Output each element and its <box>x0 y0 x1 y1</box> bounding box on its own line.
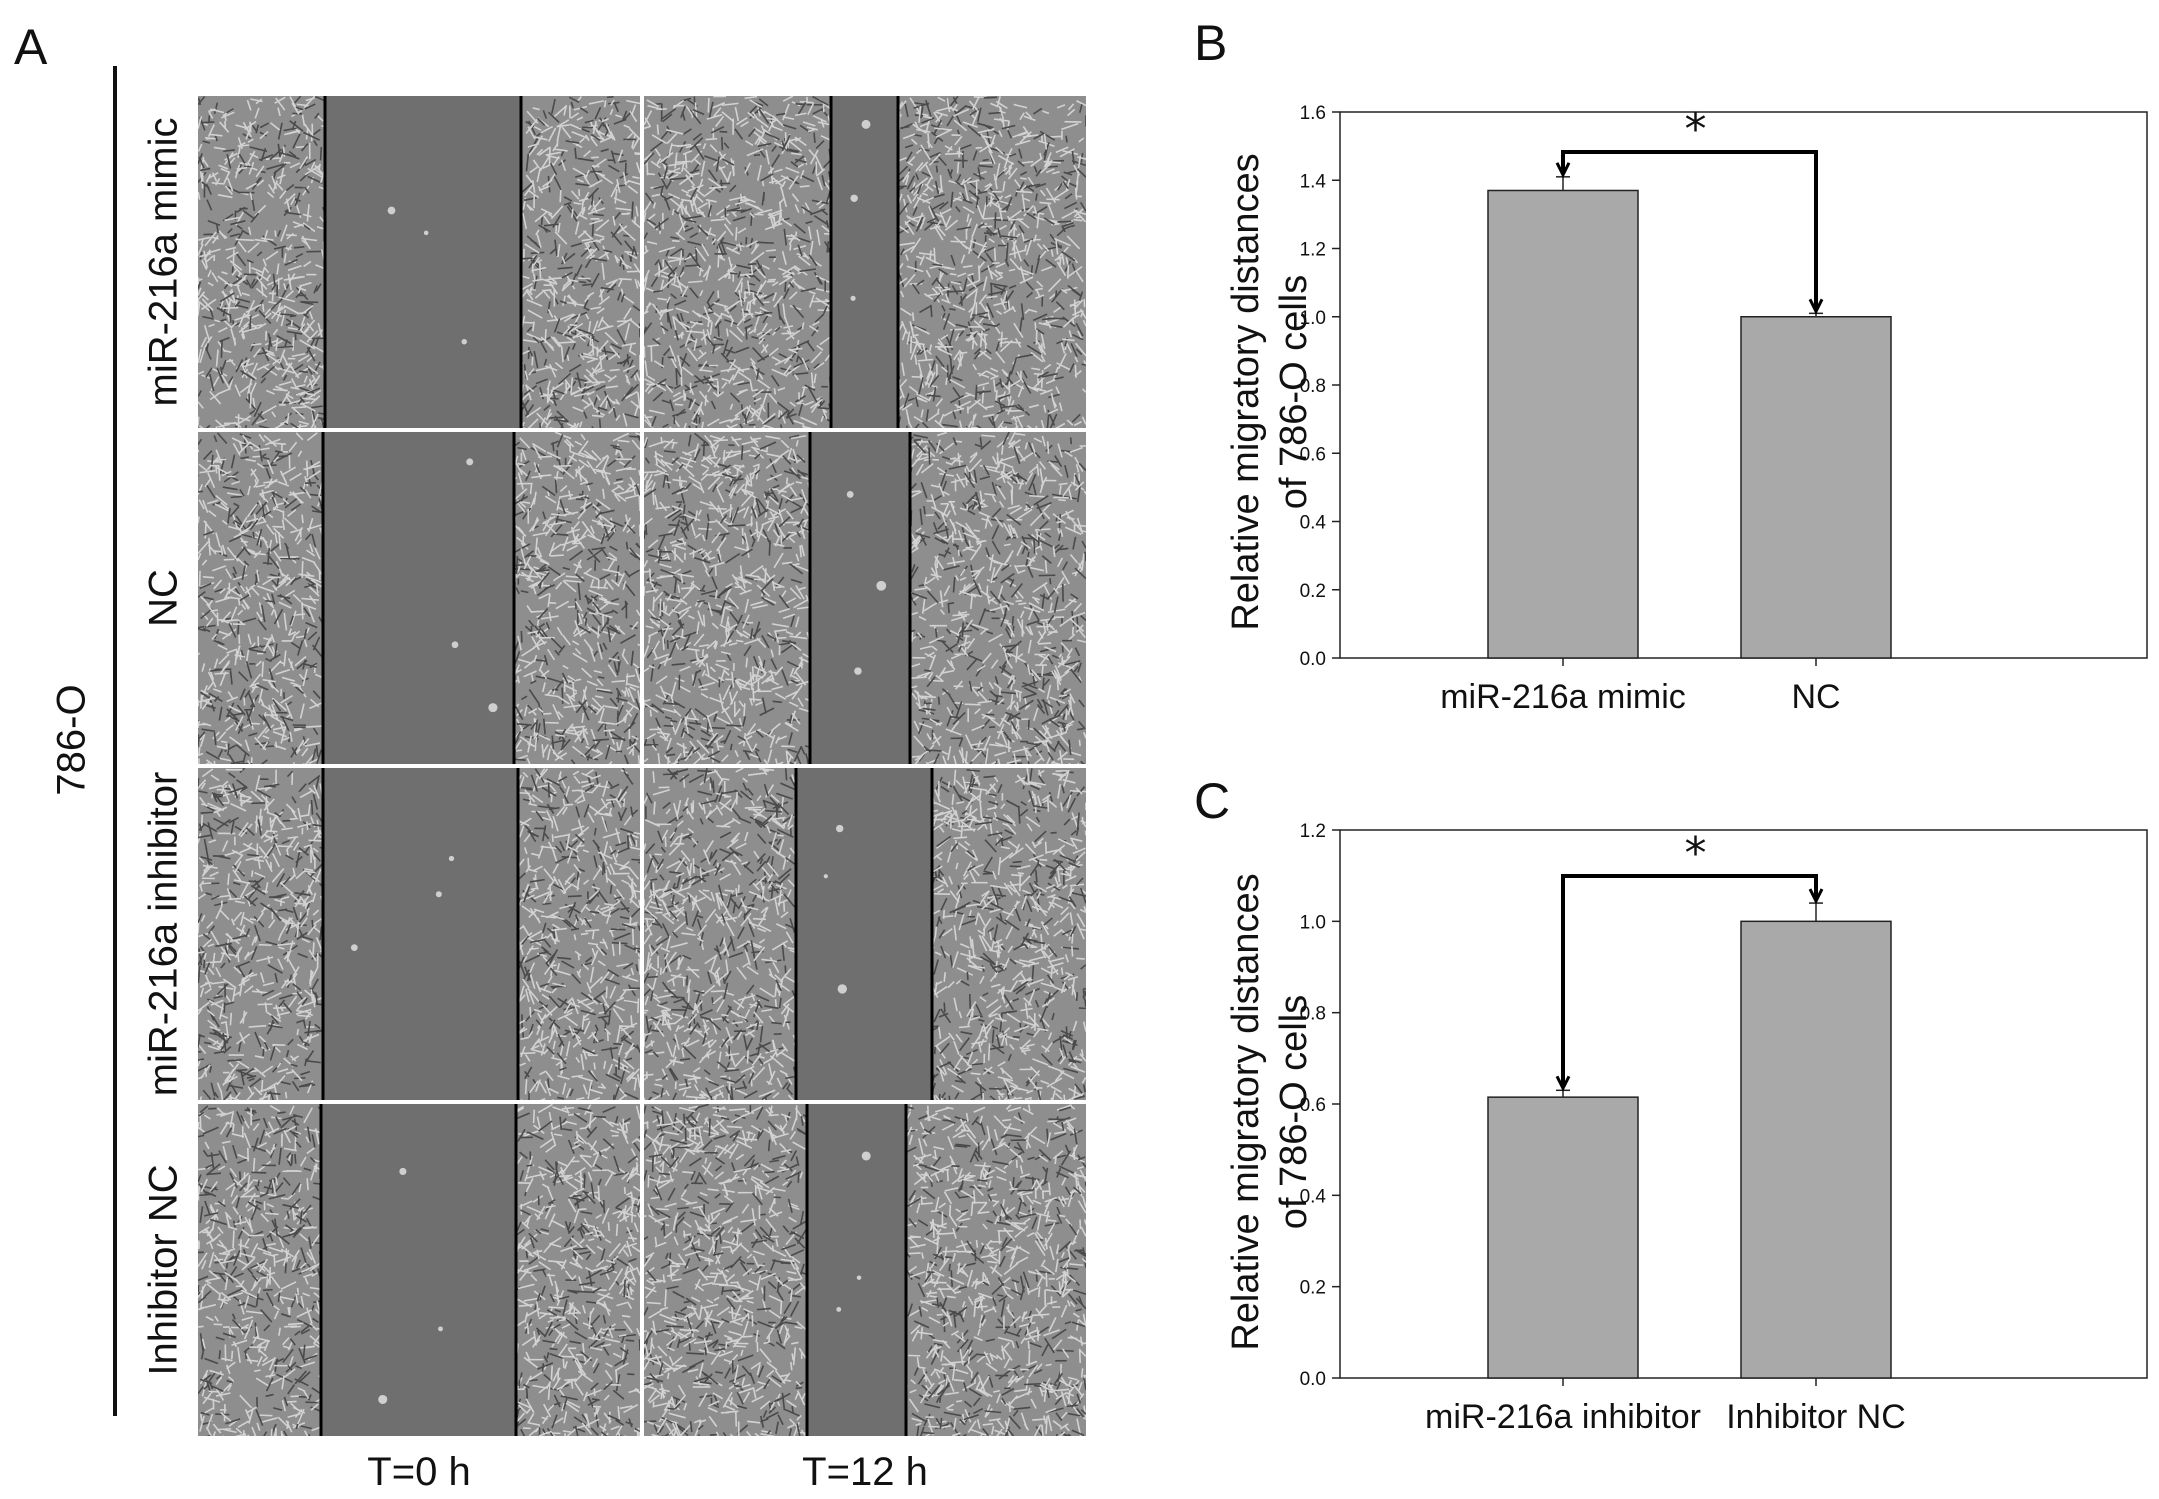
chart-b-ytick-label-5: 1.0 <box>1300 308 1326 329</box>
column-label-1: T=0 h <box>367 1450 471 1494</box>
chart-c-ytick-label-5: 1.0 <box>1300 912 1326 933</box>
micrograph-1-1 <box>198 96 640 428</box>
chart-b-ytick-label-3: 0.6 <box>1300 444 1326 465</box>
chart-c-category-1: miR-216a inhibitor <box>1425 1398 1701 1436</box>
chart-b-bar-1 <box>1487 189 1639 659</box>
chart-c-bar-2 <box>1740 920 1892 1379</box>
chart-b-ytick-label-1: 0.2 <box>1300 581 1326 602</box>
micrograph-4-1 <box>198 1104 640 1436</box>
chart-b-bar-2 <box>1740 316 1892 659</box>
chart-c-significance-bracket <box>1561 874 1818 1087</box>
chart-c-ytick-label-2: 0.4 <box>1300 1186 1327 1207</box>
chart-b-ytick-label-0: 0.0 <box>1300 649 1326 670</box>
chart-b-category-2: NC <box>1791 678 1840 716</box>
micrograph-3-1 <box>198 768 640 1100</box>
chart-c-category-2: Inhibitor NC <box>1726 1398 1906 1436</box>
chart-c-ytick-label-4: 0.8 <box>1300 1004 1326 1025</box>
micrograph-4-2 <box>644 1104 1086 1436</box>
panel-c-letter: C <box>1194 773 1231 829</box>
chart-c-significance-star: * <box>1685 828 1707 879</box>
chart-b-significance-bracket <box>1561 150 1818 310</box>
chart-b-ytick-label-4: 0.8 <box>1300 376 1326 397</box>
chart-c-bar-1 <box>1487 1096 1639 1379</box>
micrograph-3-2 <box>644 768 1086 1100</box>
micrograph-2-2 <box>644 432 1086 764</box>
chart-c-bracket-arrow-1 <box>1555 1075 1571 1092</box>
panel-b-letter: B <box>1194 15 1228 71</box>
chart-b-ytick-label-6: 1.2 <box>1300 240 1326 261</box>
chart-b-ytick-label-7: 1.4 <box>1300 171 1327 192</box>
chart-c-bracket-arrow-2 <box>1808 888 1824 905</box>
cell-line-bracket <box>113 66 117 1416</box>
micrograph-1-2 <box>644 96 1086 428</box>
chart-c-ytick-label-1: 0.2 <box>1300 1278 1326 1299</box>
chart-b-significance-star: * <box>1685 104 1707 155</box>
chart-b-ytick-label-8: 1.6 <box>1300 103 1326 124</box>
chart-b-category-1: miR-216a mimic <box>1440 678 1686 716</box>
panel-a-letter: A <box>14 19 48 75</box>
column-label-2: T=12 h <box>802 1450 928 1494</box>
chart-b-bracket-arrow-1 <box>1555 162 1571 179</box>
chart-b-ytick-label-2: 0.4 <box>1300 513 1327 534</box>
chart-c-ytick-label-6: 1.2 <box>1300 821 1326 842</box>
chart-b-bracket-arrow-2 <box>1808 298 1824 315</box>
micrograph-2-1 <box>198 432 640 764</box>
chart-c-ytick-label-3: 0.6 <box>1300 1095 1326 1116</box>
chart-c-ytick-label-0: 0.0 <box>1300 1369 1326 1390</box>
